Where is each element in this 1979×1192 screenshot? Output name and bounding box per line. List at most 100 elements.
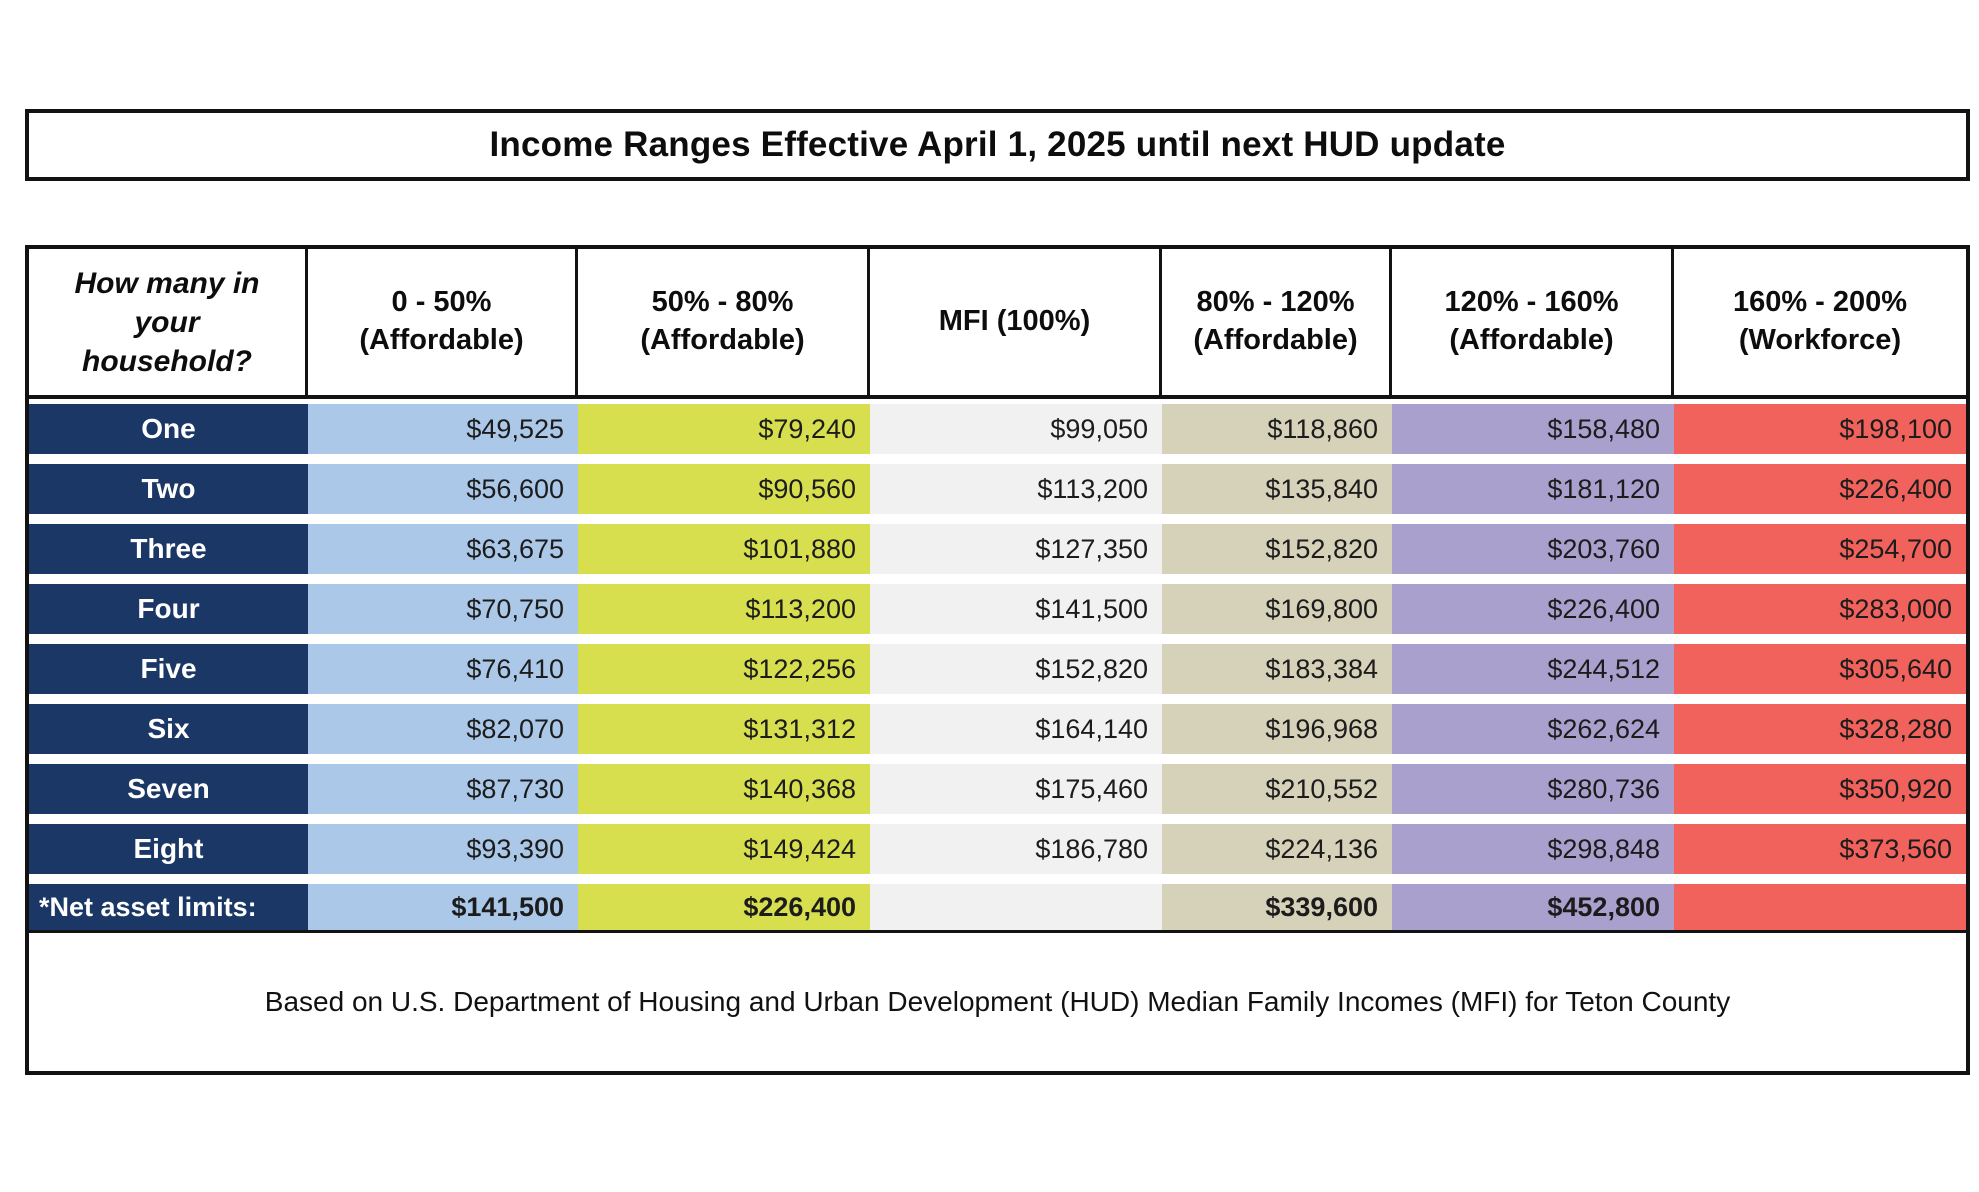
income-cell: $283,000 <box>1674 584 1966 634</box>
table-row-seven: Seven $87,730 $140,368 $175,460 $210,552… <box>29 764 1966 814</box>
household-size-label: Three <box>29 524 308 574</box>
household-line-1: How many in <box>74 266 260 300</box>
net-asset-cell: $141,500 <box>308 884 578 930</box>
income-cell: $82,070 <box>308 704 578 754</box>
income-cell: $87,730 <box>308 764 578 814</box>
household-size-label: Five <box>29 644 308 694</box>
column-header-80-120: 80% - 120% (Affordable) <box>1162 249 1392 395</box>
header-range: 0 - 50% <box>391 286 492 319</box>
column-header-0-50: 0 - 50% (Affordable) <box>308 249 578 395</box>
header-range: 80% - 120% <box>1196 286 1355 319</box>
household-size-label: Six <box>29 704 308 754</box>
page-title: Income Ranges Effective April 1, 2025 un… <box>489 125 1506 164</box>
household-size-label: Two <box>29 464 308 514</box>
income-cell: $169,800 <box>1162 584 1392 634</box>
income-cell: $135,840 <box>1162 464 1392 514</box>
column-header-120-160: 120% - 160% (Affordable) <box>1392 249 1674 395</box>
household-line-2: your <box>134 305 200 339</box>
net-asset-cell: $452,800 <box>1392 884 1674 930</box>
income-cell: $158,480 <box>1392 404 1674 454</box>
table-row-one: One $49,525 $79,240 $99,050 $118,860 $15… <box>29 404 1966 454</box>
net-asset-limits-label: *Net asset limits: <box>29 884 308 930</box>
income-cell: $373,560 <box>1674 824 1966 874</box>
income-cell: $70,750 <box>308 584 578 634</box>
income-cell: $113,200 <box>870 464 1162 514</box>
income-cell: $113,200 <box>578 584 870 634</box>
income-cell: $118,860 <box>1162 404 1392 454</box>
table-row-four: Four $70,750 $113,200 $141,500 $169,800 … <box>29 584 1966 634</box>
table-row-three: Three $63,675 $101,880 $127,350 $152,820… <box>29 524 1966 574</box>
household-size-label: One <box>29 404 308 454</box>
income-cell: $298,848 <box>1392 824 1674 874</box>
net-asset-cell <box>870 884 1162 930</box>
income-cell: $280,736 <box>1392 764 1674 814</box>
income-cell: $262,624 <box>1392 704 1674 754</box>
header-label: (Affordable) <box>359 324 524 356</box>
header-label: (Affordable) <box>1449 324 1614 356</box>
income-cell: $183,384 <box>1162 644 1392 694</box>
column-header-50-80: 50% - 80% (Affordable) <box>578 249 870 395</box>
income-cell: $63,675 <box>308 524 578 574</box>
income-cell: $186,780 <box>870 824 1162 874</box>
header-range: 120% - 160% <box>1444 286 1619 319</box>
title-box: Income Ranges Effective April 1, 2025 un… <box>25 109 1970 181</box>
income-cell: $226,400 <box>1674 464 1966 514</box>
table-header-row: How many in your household? 0 - 50% (Aff… <box>29 249 1966 399</box>
income-cell: $226,400 <box>1392 584 1674 634</box>
income-cell: $127,350 <box>870 524 1162 574</box>
income-cell: $149,424 <box>578 824 870 874</box>
header-range: 50% - 80% <box>651 286 794 319</box>
net-asset-cell: $226,400 <box>578 884 870 930</box>
income-table: How many in your household? 0 - 50% (Aff… <box>25 245 1970 1075</box>
income-cell: $152,820 <box>1162 524 1392 574</box>
table-footer: Based on U.S. Department of Housing and … <box>29 930 1966 1071</box>
household-line-3: household? <box>82 344 252 378</box>
income-cell: $244,512 <box>1392 644 1674 694</box>
income-cell: $203,760 <box>1392 524 1674 574</box>
net-asset-cell <box>1674 884 1966 930</box>
income-cell: $152,820 <box>870 644 1162 694</box>
income-cell: $93,390 <box>308 824 578 874</box>
income-cell: $99,050 <box>870 404 1162 454</box>
income-cell: $328,280 <box>1674 704 1966 754</box>
income-cell: $224,136 <box>1162 824 1392 874</box>
income-cell: $175,460 <box>870 764 1162 814</box>
income-cell: $181,120 <box>1392 464 1674 514</box>
header-label: (Affordable) <box>1193 324 1358 356</box>
column-header-160-200: 160% - 200% (Workforce) <box>1674 249 1966 395</box>
column-header-household: How many in your household? <box>29 249 308 395</box>
table-row-two: Two $56,600 $90,560 $113,200 $135,840 $1… <box>29 464 1966 514</box>
income-cell: $101,880 <box>578 524 870 574</box>
household-size-label: Four <box>29 584 308 634</box>
table-row-six: Six $82,070 $131,312 $164,140 $196,968 $… <box>29 704 1966 754</box>
income-cell: $140,368 <box>578 764 870 814</box>
header-range: MFI (100%) <box>938 305 1091 338</box>
net-asset-cell: $339,600 <box>1162 884 1392 930</box>
table-row-net-asset-limits: *Net asset limits: $141,500 $226,400 $33… <box>29 884 1966 930</box>
table-row-eight: Eight $93,390 $149,424 $186,780 $224,136… <box>29 824 1966 874</box>
income-cell: $49,525 <box>308 404 578 454</box>
table-body: One $49,525 $79,240 $99,050 $118,860 $15… <box>29 399 1966 930</box>
income-cell: $164,140 <box>870 704 1162 754</box>
income-cell: $210,552 <box>1162 764 1392 814</box>
income-cell: $56,600 <box>308 464 578 514</box>
income-cell: $141,500 <box>870 584 1162 634</box>
income-cell: $198,100 <box>1674 404 1966 454</box>
income-cell: $76,410 <box>308 644 578 694</box>
table-row-five: Five $76,410 $122,256 $152,820 $183,384 … <box>29 644 1966 694</box>
income-cell: $90,560 <box>578 464 870 514</box>
income-cell: $131,312 <box>578 704 870 754</box>
income-cell: $122,256 <box>578 644 870 694</box>
header-label: (Affordable) <box>640 324 805 356</box>
household-size-label: Seven <box>29 764 308 814</box>
household-size-label: Eight <box>29 824 308 874</box>
income-cell: $350,920 <box>1674 764 1966 814</box>
header-label: (Workforce) <box>1738 324 1902 356</box>
income-cell: $305,640 <box>1674 644 1966 694</box>
income-cell: $254,700 <box>1674 524 1966 574</box>
income-cell: $196,968 <box>1162 704 1392 754</box>
source-note: Based on U.S. Department of Housing and … <box>264 986 1731 1017</box>
column-header-mfi: MFI (100%) <box>870 249 1162 395</box>
header-range: 160% - 200% <box>1732 286 1908 319</box>
income-cell: $79,240 <box>578 404 870 454</box>
